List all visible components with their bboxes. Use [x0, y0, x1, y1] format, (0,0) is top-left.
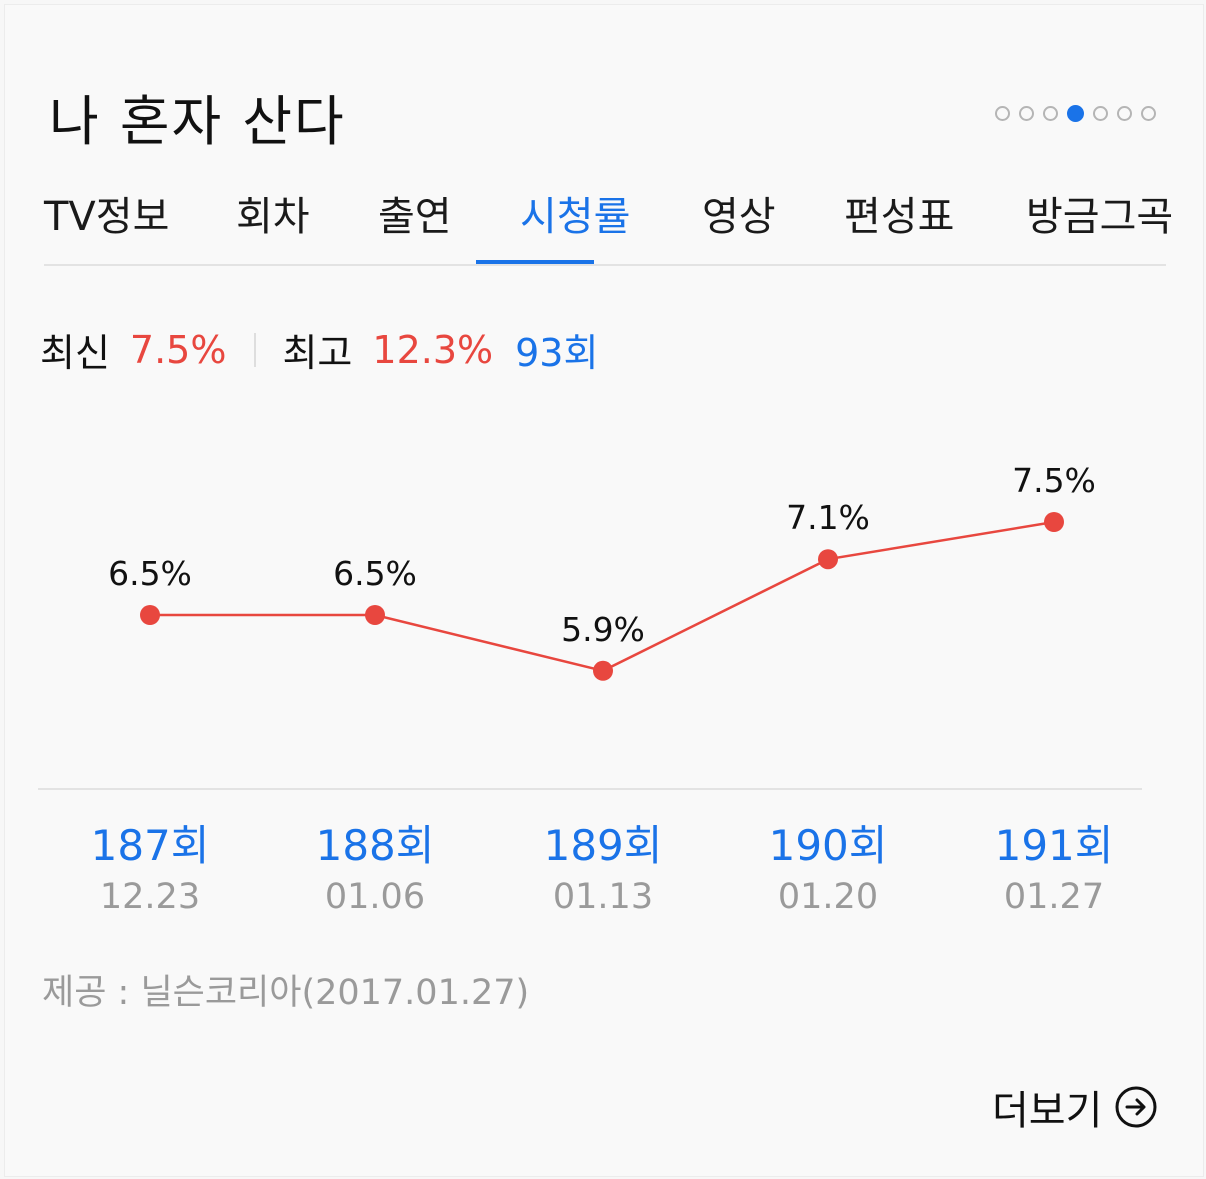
latest-value: 7.5%	[129, 327, 227, 372]
tab-recent-song[interactable]: 방금그곡	[1026, 194, 1174, 240]
tab-bar: TV정보 회차 출연 시청률 영상 편성표 방금그곡	[44, 184, 1173, 266]
episode-date: 12.23	[99, 877, 201, 917]
episode-number: 190회	[768, 821, 888, 870]
latest-label: 최신	[40, 331, 110, 375]
data-point	[818, 549, 838, 570]
data-label: 6.5%	[333, 554, 417, 593]
tab-episodes[interactable]: 회차	[236, 194, 310, 240]
episode-tick[interactable]: 188회 01.06	[275, 812, 475, 917]
episode-date: 01.27	[1003, 877, 1105, 917]
arrow-right-circle-icon	[1115, 1086, 1157, 1128]
tab-schedule[interactable]: 편성표	[844, 194, 955, 240]
best-label: 최고	[282, 331, 353, 375]
tab-videos[interactable]: 영상	[702, 194, 776, 240]
episode-date: 01.13	[552, 877, 654, 917]
page-dot[interactable]	[1043, 106, 1058, 121]
page-dot[interactable]	[1117, 106, 1132, 121]
page-title: 나 혼자 산다	[49, 90, 346, 153]
page-dot[interactable]	[1141, 106, 1156, 121]
episode-number: 191회	[994, 821, 1114, 870]
page-dot[interactable]	[1093, 106, 1108, 121]
data-label: 7.5%	[1012, 461, 1096, 500]
episode-number: 187회	[90, 821, 210, 870]
more-button[interactable]: 더보기	[992, 1078, 1158, 1136]
divider	[254, 332, 257, 367]
best-value: 12.3%	[372, 327, 494, 372]
page-dot[interactable]	[1019, 106, 1034, 121]
episode-tick[interactable]: 190회 01.20	[728, 812, 928, 917]
chart-baseline	[38, 788, 1142, 790]
episode-tick[interactable]: 187회 12.23	[50, 812, 250, 917]
data-label: 7.1%	[786, 498, 870, 537]
data-source: 제공 : 닐슨코리아(2017.01.27)	[42, 973, 530, 1013]
page-indicator	[995, 105, 1156, 122]
episode-number: 188회	[315, 821, 435, 870]
episode-number: 189회	[543, 821, 663, 870]
episode-tick[interactable]: 191회 01.27	[954, 812, 1154, 917]
data-label: 6.5%	[108, 554, 192, 593]
ratings-line-chart: 6.5% 6.5% 5.9% 7.1% 7.5%	[108, 461, 1096, 681]
episode-date: 01.20	[777, 877, 879, 917]
tab-ratings[interactable]: 시청률	[520, 194, 631, 240]
data-point	[1044, 512, 1064, 532]
data-point	[365, 605, 385, 625]
episode-tick[interactable]: 189회 01.13	[503, 812, 703, 917]
data-label: 5.9%	[561, 610, 645, 649]
best-episode: 93회	[515, 331, 599, 375]
rating-summary: 최신 7.5% 최고 12.3% 93회	[40, 322, 598, 377]
page-dot[interactable]	[995, 106, 1010, 121]
active-tab-indicator	[476, 260, 594, 264]
tab-tv-info[interactable]: TV정보	[44, 194, 170, 240]
episode-date: 01.06	[324, 877, 426, 917]
data-point	[593, 660, 613, 681]
more-label: 더보기	[992, 1088, 1103, 1134]
data-point	[140, 605, 160, 625]
tab-cast[interactable]: 출연	[378, 194, 452, 240]
rating-card: 나 혼자 산다	[4, 4, 1204, 1177]
page-dot-active[interactable]	[1067, 105, 1084, 122]
